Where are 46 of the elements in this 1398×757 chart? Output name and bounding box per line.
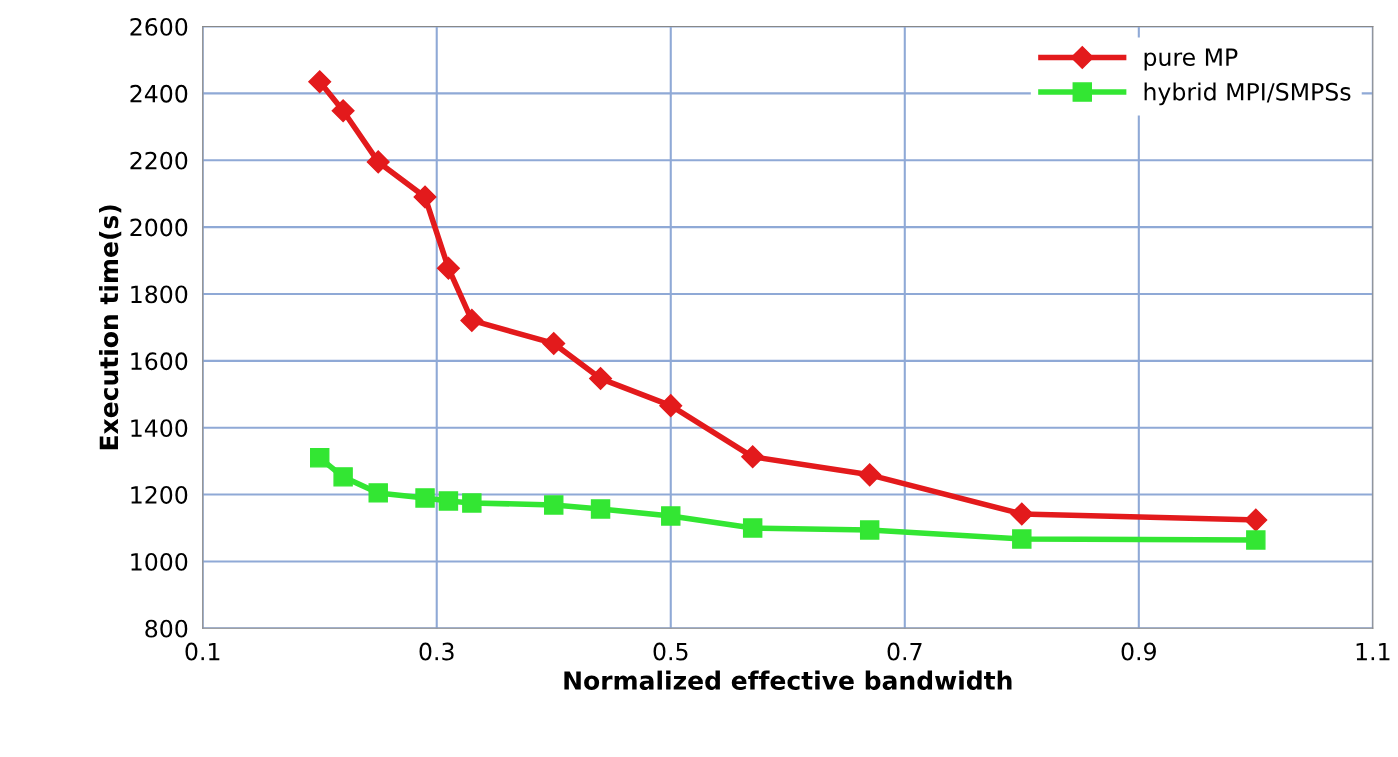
point (1012, 529, 1032, 549)
y-tick-label: 1800 (131, 285, 188, 304)
point (308, 70, 332, 94)
y-axis-title: Execution time(s) (98, 205, 122, 450)
point (858, 463, 882, 487)
x-axis-title: Normalized effective bandwidth (564, 670, 1012, 690)
x-tick-label: 1.1 (1356, 642, 1390, 661)
point (331, 99, 355, 123)
y-tick-label: 1600 (131, 352, 188, 371)
point (413, 185, 437, 209)
point (661, 506, 681, 526)
point (742, 518, 763, 538)
y-tick-label: 2400 (130, 84, 188, 103)
point (436, 256, 460, 280)
x-tick-label: 0.7 (887, 642, 922, 661)
point (590, 499, 611, 519)
y-tick-label: 1000 (131, 552, 188, 571)
point (544, 495, 564, 515)
point (415, 488, 435, 508)
x-tick-label: 0.5 (653, 642, 688, 661)
point (462, 493, 482, 513)
point (368, 483, 388, 503)
legend-label: hybrid MPI/SMPSs (1144, 82, 1351, 106)
x-tick-label: 0.9 (1121, 642, 1156, 661)
x-tick-label: 0.3 (419, 642, 454, 661)
point (366, 150, 390, 174)
point (1244, 508, 1268, 532)
y-tick-label: 1400 (131, 419, 188, 438)
point (1246, 530, 1266, 550)
y-tick-label: 2000 (130, 218, 188, 237)
y-tick-label: 2200 (130, 151, 188, 170)
x-tick-label: 0.1 (185, 642, 220, 661)
y-tick-label: 800 (145, 619, 188, 638)
y-tick-label: 2600 (130, 17, 188, 36)
point (659, 394, 683, 418)
y-tick-label: 1200 (131, 486, 188, 504)
point (1010, 502, 1034, 526)
legend-label: pure MP (1144, 48, 1238, 71)
point (333, 467, 353, 487)
point (438, 491, 459, 511)
point (460, 308, 484, 332)
point (542, 331, 566, 355)
point (589, 367, 613, 391)
point (859, 520, 880, 540)
point (309, 448, 330, 468)
point (741, 445, 765, 469)
